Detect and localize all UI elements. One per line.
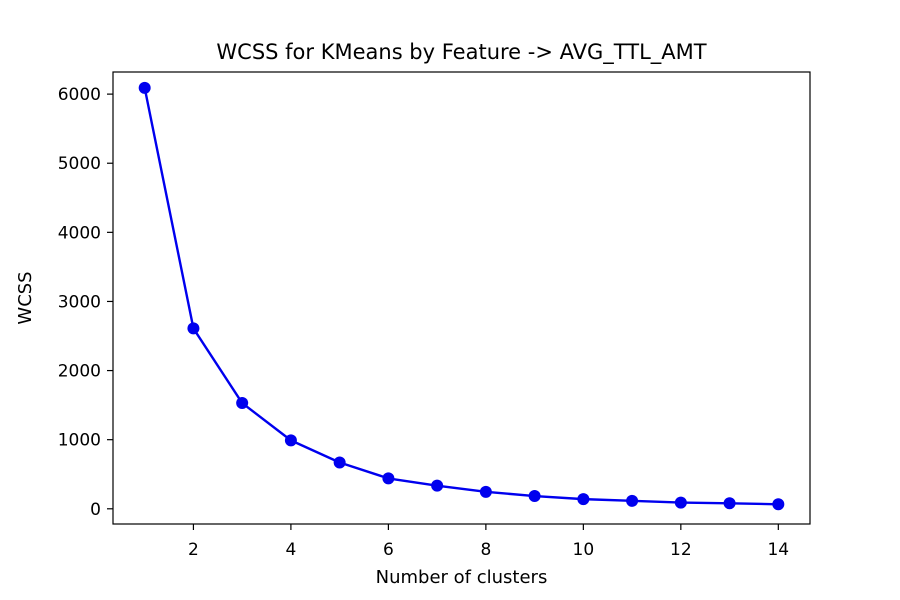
wcss-point-6 (382, 472, 395, 485)
x-tick-label: 10 (573, 540, 595, 560)
y-axis-label: WCSS (15, 271, 36, 324)
x-axis-label: Number of clusters (376, 567, 548, 588)
wcss-series-line (143, 87, 779, 506)
wcss-point-2 (187, 322, 200, 335)
wcss-point-8 (479, 485, 492, 498)
wcss-point-10 (577, 493, 590, 506)
series-layer (138, 81, 785, 511)
x-axis: 2 4 6 8 10 12 14 (188, 524, 789, 560)
y-tick-label: 4000 (58, 223, 101, 243)
x-tick-label: 2 (188, 540, 199, 560)
wcss-point-14 (772, 498, 785, 511)
x-tick-label: 12 (670, 540, 692, 560)
y-tick-label: 6000 (58, 85, 101, 105)
y-axis: 0 1000 2000 3000 4000 5000 6000 (58, 85, 113, 520)
wcss-point-11 (626, 494, 639, 507)
x-tick-label: 4 (285, 540, 296, 560)
x-tick-label: 14 (767, 540, 789, 560)
wcss-point-4 (284, 434, 297, 447)
y-tick-label: 5000 (58, 154, 101, 174)
wcss-point-13 (723, 497, 736, 510)
x-tick-label: 6 (383, 540, 394, 560)
y-tick-label: 1000 (58, 431, 101, 451)
y-tick-label: 0 (90, 500, 101, 520)
wcss-point-3 (236, 397, 249, 410)
y-tick-label: 3000 (58, 292, 101, 312)
wcss-point-1 (138, 81, 151, 94)
wcss-point-9 (528, 490, 541, 503)
wcss-point-5 (333, 456, 346, 469)
y-tick-label: 2000 (58, 362, 101, 382)
wcss-point-7 (431, 479, 444, 492)
x-tick-label: 8 (480, 540, 491, 560)
wcss-point-12 (674, 496, 687, 509)
chart-title: WCSS for KMeans by Feature -> AVG_TTL_AM… (216, 40, 706, 65)
plot-area (112, 71, 811, 525)
